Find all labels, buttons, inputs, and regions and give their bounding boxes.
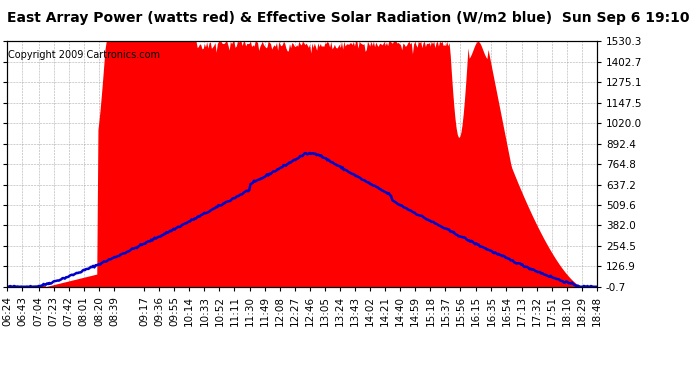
- Text: East Array Power (watts red) & Effective Solar Radiation (W/m2 blue)  Sun Sep 6 : East Array Power (watts red) & Effective…: [7, 11, 689, 25]
- Text: Copyright 2009 Cartronics.com: Copyright 2009 Cartronics.com: [8, 50, 160, 60]
